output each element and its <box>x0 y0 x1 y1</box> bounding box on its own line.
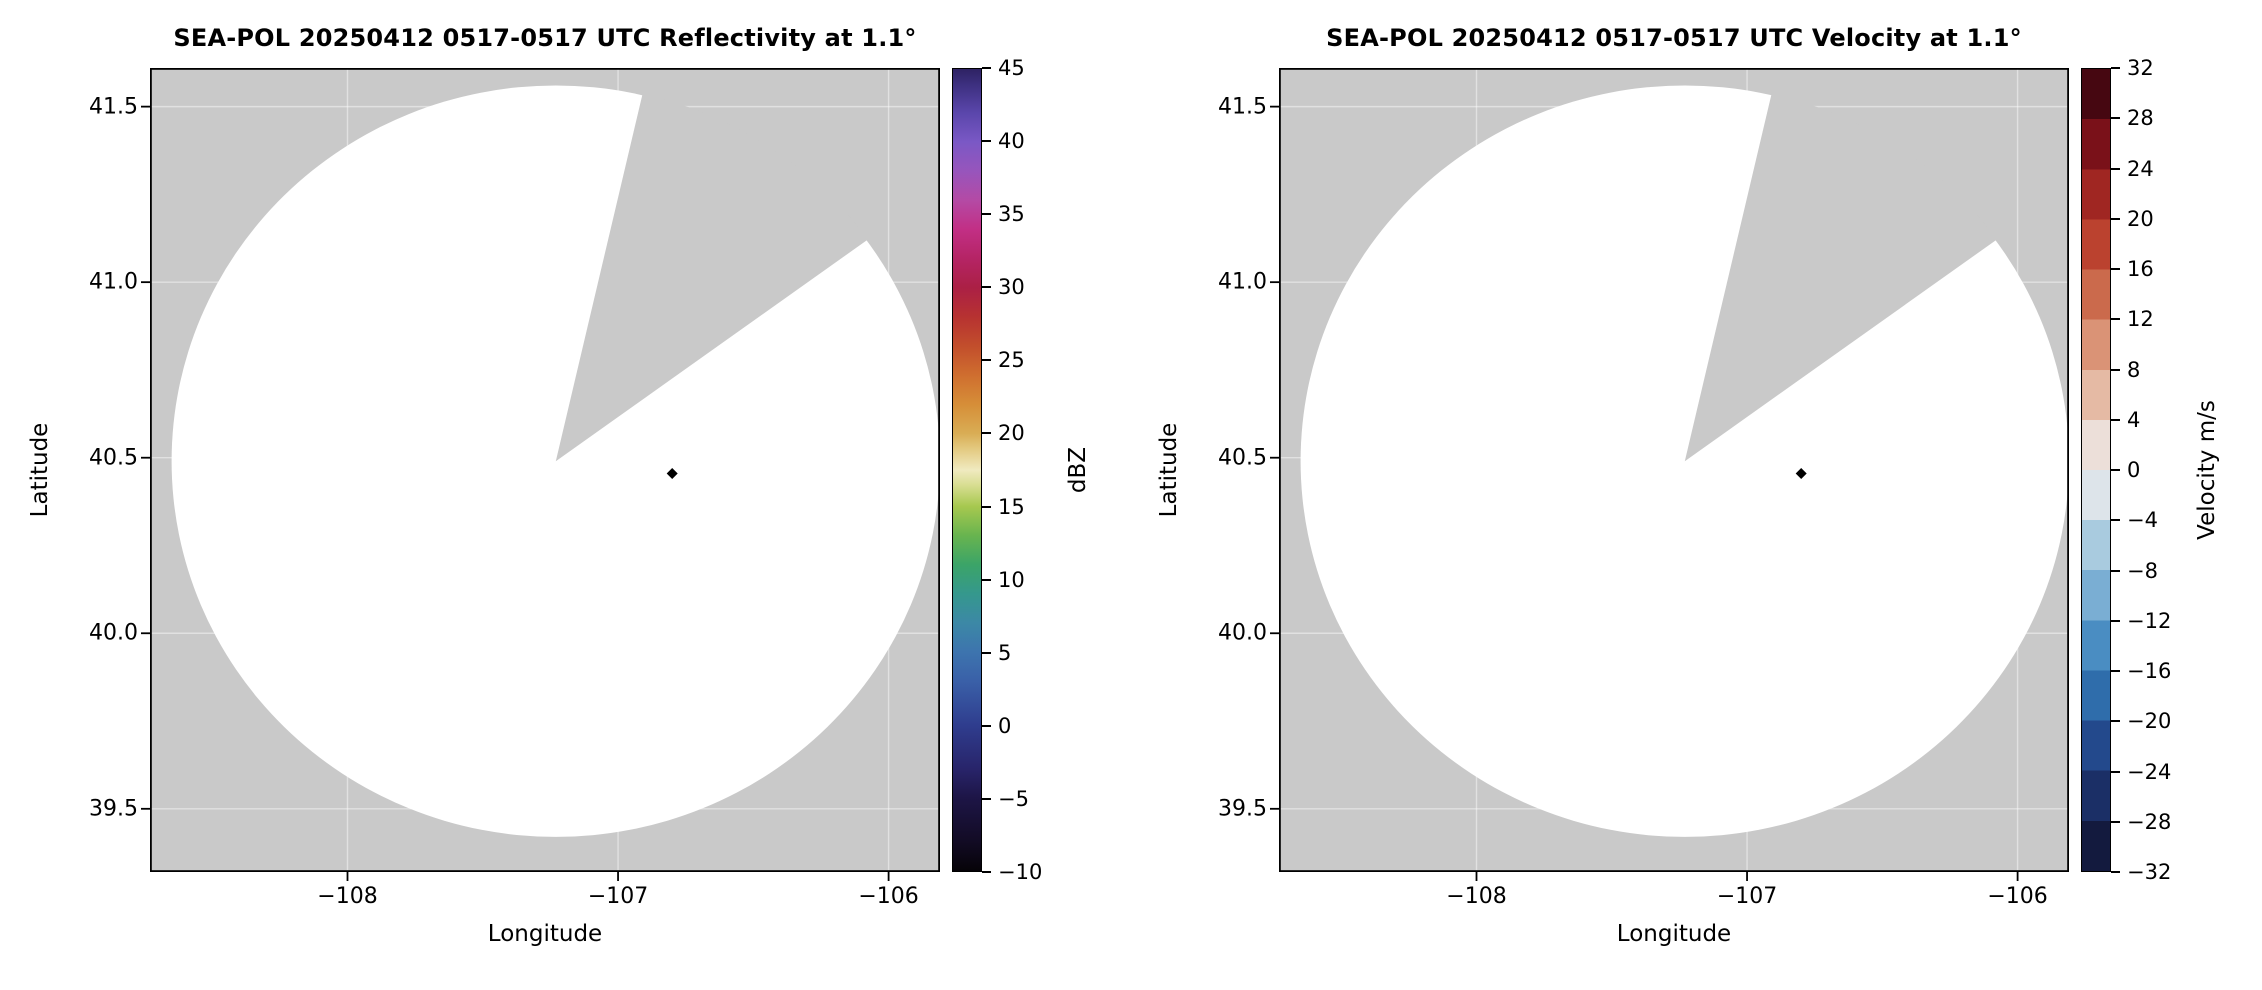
site-marker <box>666 468 678 479</box>
colorbar-tick-mark <box>2111 720 2120 723</box>
x-tick-label: −107 <box>587 884 649 909</box>
plot-title: SEA-POL 20250412 0517-0517 UTC Velocity … <box>1326 24 2022 52</box>
colorbar-tick-label: −12 <box>2127 608 2172 633</box>
site-marker <box>1795 468 1807 479</box>
colorbar-tick-label: −5 <box>998 786 1029 811</box>
colorbar-tick-mark <box>982 724 991 727</box>
colorbar-tick-mark <box>982 213 991 216</box>
colorbar-tick-label: 8 <box>2127 357 2141 382</box>
plot-title: SEA-POL 20250412 0517-0517 UTC Reflectiv… <box>173 24 917 52</box>
velocity-panel: SEA-POL 20250412 0517-0517 UTC Velocity … <box>1129 0 2260 990</box>
colorbar-tick-mark <box>2111 67 2120 69</box>
colorbar-tick-label: 4 <box>2127 407 2141 432</box>
y-tick-label: 39.5 <box>89 796 138 822</box>
colorbar-tick-label: 0 <box>998 713 1012 738</box>
colorbar-tick-mark <box>982 432 991 435</box>
y-tick-label: 41.5 <box>1218 94 1267 120</box>
colorbar-tick-mark <box>982 578 991 581</box>
colorbar-tick-label: 12 <box>2127 307 2154 332</box>
colorbar-tick-label: 5 <box>998 640 1012 665</box>
colorbar-tick-mark <box>982 359 991 362</box>
colorbar-tick-label: 24 <box>2127 156 2154 181</box>
radar-ppi-canvas <box>1270 67 2070 881</box>
colorbar-tick-label: −32 <box>2127 860 2172 884</box>
colorbar-tick-mark <box>982 67 991 69</box>
colorbar-tick-label: −4 <box>2127 508 2158 533</box>
colorbar-tick-mark <box>982 871 991 873</box>
colorbar-tick-mark <box>2111 318 2120 321</box>
y-tick-label: 41.0 <box>1218 269 1267 295</box>
colorbar-tick-mark <box>982 797 991 800</box>
colorbar-tick-label: −8 <box>2127 558 2158 583</box>
colorbar-tick-label: −24 <box>2127 759 2172 784</box>
colorbar-tick-mark <box>982 140 991 143</box>
y-tick-label: 41.0 <box>89 269 138 295</box>
y-tick-label: 40.0 <box>89 620 138 646</box>
colorbar-tick-label: 25 <box>998 348 1025 373</box>
colorbar-tick-mark <box>2111 820 2120 823</box>
colorbar-tick-label: 16 <box>2127 257 2154 281</box>
colorbar-tick-mark <box>2111 217 2120 220</box>
colorbar-tick-label: 45 <box>998 56 1025 80</box>
colorbar-tick-label: 20 <box>998 421 1025 446</box>
colorbar-tick-label: 40 <box>998 129 1025 154</box>
colorbar-tick-label: 32 <box>2127 56 2154 80</box>
missing-data-sector <box>555 93 868 462</box>
colorbar-tick-mark <box>2111 117 2120 120</box>
plot-area <box>1270 67 2070 881</box>
x-tick-label: −108 <box>1446 884 1507 909</box>
colorbar-tick-mark <box>982 651 991 654</box>
x-tick-label: −106 <box>1987 884 2048 909</box>
colorbar-tick-label: 10 <box>998 567 1025 592</box>
colorbar-tick-mark <box>2111 167 2120 170</box>
colorbar-tick-label: −20 <box>2127 709 2172 734</box>
plot-area <box>141 67 941 881</box>
colorbar-tick-mark <box>2111 569 2120 572</box>
colorbar-tick-label: 30 <box>998 275 1025 300</box>
colorbar-tick-mark <box>2111 619 2120 622</box>
colorbar-tick-label: −28 <box>2127 809 2172 834</box>
colorbar-tick-mark <box>2111 770 2120 773</box>
x-axis-label: Longitude <box>1616 921 1732 947</box>
y-tick-label: 39.5 <box>1218 796 1267 822</box>
colorbar-tick-mark <box>2111 418 2120 421</box>
missing-data-sector <box>1684 93 1997 462</box>
colorbar-tick-label: 20 <box>2127 206 2154 231</box>
colorbar-tick-label: 0 <box>2127 458 2141 482</box>
y-tick-label: 40.0 <box>1218 620 1267 646</box>
colorbar-tick-mark <box>2111 519 2120 522</box>
x-axis-label: Longitude <box>487 921 603 947</box>
colorbar-tick-label: −16 <box>2127 659 2172 683</box>
colorbar-tick-mark <box>2111 670 2120 672</box>
radar-ppi-canvas <box>141 67 941 881</box>
colorbar-tick-mark <box>2111 871 2120 873</box>
plot-frame <box>1278 67 2070 873</box>
x-tick-label: −108 <box>317 884 378 909</box>
x-tick-label: −106 <box>858 884 919 909</box>
colorbar-tick-mark <box>2111 268 2120 270</box>
colorbar-tick-mark <box>2111 368 2120 371</box>
colorbar-tick-mark <box>982 505 991 508</box>
colorbar-tick-label: 35 <box>998 202 1025 227</box>
colorbar <box>952 68 982 872</box>
colorbar-tick-label: 15 <box>998 494 1025 519</box>
colorbar-tick-mark <box>2111 469 2120 471</box>
y-tick-label: 40.5 <box>1218 445 1267 471</box>
colorbar-tick-mark <box>982 286 991 289</box>
colorbar-tick-label: −10 <box>998 860 1043 884</box>
reflectivity-panel: SEA-POL 20250412 0517-0517 UTC Reflectiv… <box>27 24 1091 947</box>
colorbar-label: dBZ <box>1065 446 1091 494</box>
colorbar-label: Velocity m/s <box>2194 400 2220 540</box>
x-tick-label: −107 <box>1716 884 1778 909</box>
colorbar-tick-label: 28 <box>2127 106 2154 131</box>
y-tick-label: 40.5 <box>89 445 138 471</box>
colorbar <box>2081 68 2111 872</box>
y-tick-label: 41.5 <box>89 94 138 120</box>
plot-frame <box>149 67 941 873</box>
